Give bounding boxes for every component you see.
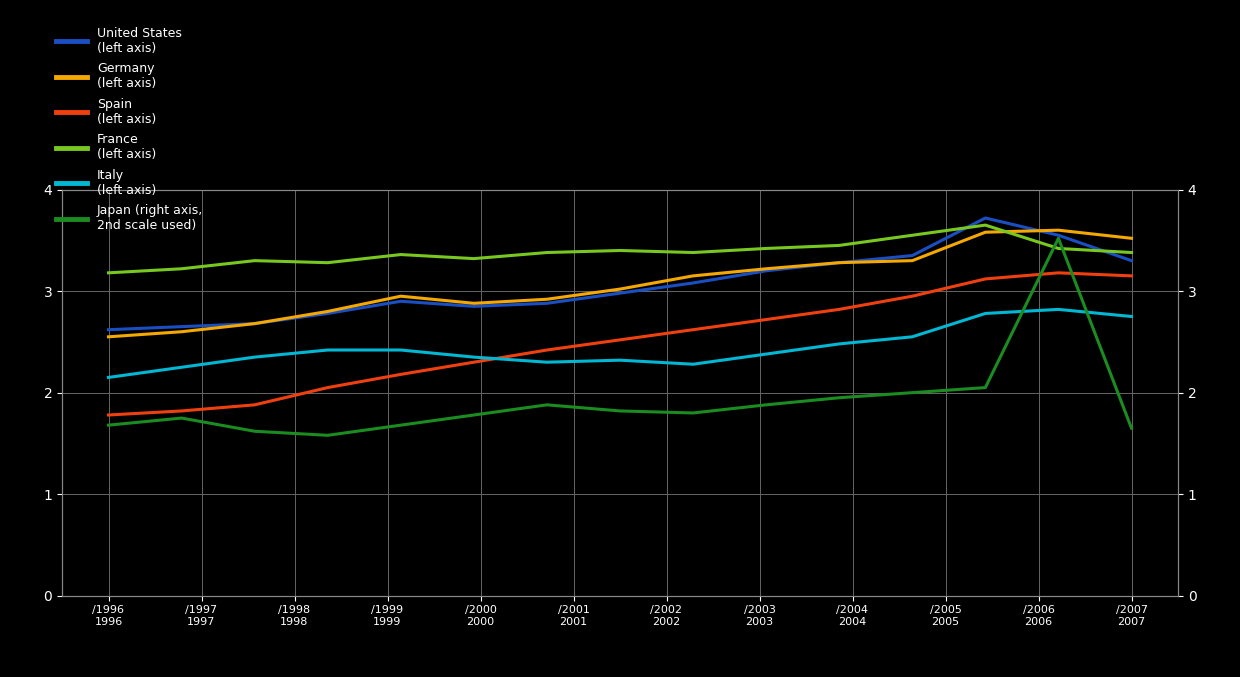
Legend: United States
(left axis), Germany
(left axis), Spain
(left axis), France
(left : United States (left axis), Germany (left… [56, 26, 203, 232]
